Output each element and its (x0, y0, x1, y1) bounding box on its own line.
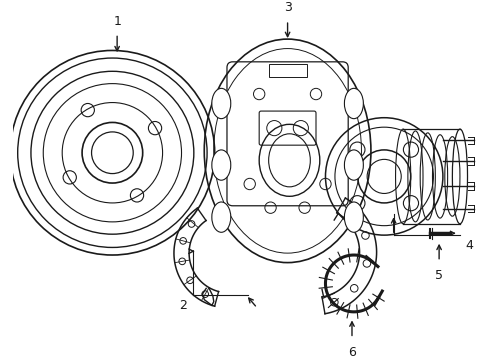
Text: 2: 2 (179, 298, 187, 312)
Text: 6: 6 (347, 346, 355, 359)
Text: 4: 4 (465, 239, 472, 252)
Ellipse shape (211, 88, 230, 119)
Ellipse shape (344, 202, 363, 232)
Text: 5: 5 (434, 269, 442, 282)
Ellipse shape (211, 150, 230, 180)
Bar (268, 64, 306, 77)
Ellipse shape (211, 202, 230, 232)
Ellipse shape (344, 150, 363, 180)
Ellipse shape (344, 88, 363, 119)
Text: 1: 1 (113, 15, 121, 28)
Text: 3: 3 (283, 0, 291, 14)
